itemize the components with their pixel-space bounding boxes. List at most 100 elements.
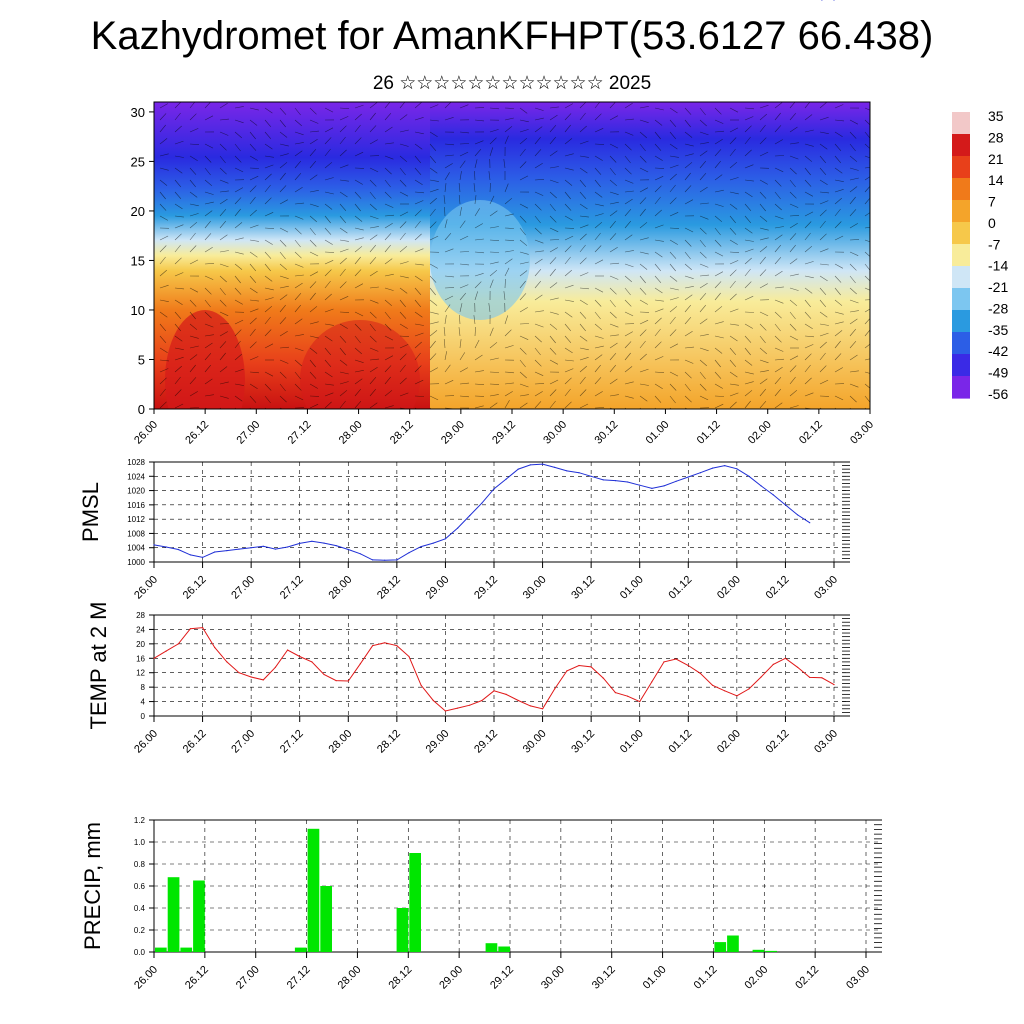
wind-barb: [369, 402, 378, 409]
wind-barb: [339, 311, 350, 313]
wind-barb: [774, 215, 784, 220]
wind-barb: [219, 234, 228, 241]
wind-barb: [234, 275, 241, 284]
wind-barb: [489, 195, 495, 205]
wind-barb: [429, 275, 437, 283]
wind-barb: [429, 104, 439, 109]
wind-barb: [189, 287, 199, 293]
wind-barb: [519, 270, 528, 277]
data-point: [214, 551, 216, 553]
precip-bar: [765, 950, 777, 952]
wind-barb: [504, 315, 509, 325]
wind-barb: [834, 340, 841, 349]
wind-barb: [354, 269, 362, 277]
wind-barb: [534, 258, 543, 265]
data-point: [469, 515, 471, 517]
wind-barb: [324, 347, 332, 356]
wind-barb: [399, 179, 407, 187]
wind-barb: [579, 272, 589, 277]
wind-barb: [519, 107, 528, 114]
wind-barb: [579, 323, 586, 332]
wind-barb: [534, 347, 541, 356]
wind-barb: [549, 257, 557, 265]
wind-barb: [639, 368, 649, 373]
x-tick-label: 01.00: [618, 574, 646, 602]
wind-barb: [549, 247, 558, 253]
wind-barb: [414, 233, 422, 241]
wind-barb: [849, 177, 859, 181]
wind-barb: [264, 227, 275, 229]
wind-barb: [339, 248, 349, 253]
wind-barb: [384, 355, 394, 361]
wind-barb: [429, 395, 439, 401]
wind-barb: [174, 112, 181, 121]
wind-barb: [579, 155, 589, 158]
data-point: [177, 643, 179, 645]
wind-barb: [834, 321, 844, 325]
wind-barb: [174, 347, 184, 350]
x-tick-label: 30.00: [539, 964, 567, 992]
y-tick-label: 0: [138, 402, 145, 417]
wind-barb: [849, 155, 858, 162]
wind-barb: [729, 293, 737, 301]
wind-barb: [399, 299, 406, 308]
wind-barb: [609, 143, 619, 149]
page-title: Kazhydromet for AmanKFHPT(53.6127 66.438…: [90, 14, 934, 58]
wind-barb: [504, 382, 514, 385]
wind-barb: [309, 292, 316, 301]
wind-barb: [579, 257, 587, 265]
wind-barb: [819, 200, 829, 205]
wind-barb: [564, 335, 572, 343]
wind-barb: [519, 402, 528, 409]
wind-barb: [639, 187, 649, 193]
wind-barb: [174, 215, 184, 218]
wind-barb: [519, 293, 527, 301]
wind-barb: [234, 106, 244, 109]
y-tick-label: 1020: [127, 487, 145, 496]
wind-barb: [864, 119, 870, 126]
wind-barb: [429, 179, 439, 182]
wind-barb: [309, 271, 319, 277]
wind-barb: [504, 107, 515, 109]
wind-barb: [579, 357, 589, 361]
wind-barb: [744, 347, 751, 356]
wind-barb: [249, 383, 258, 389]
wind-barb: [834, 167, 843, 174]
wind-barb: [504, 183, 509, 193]
wind-barb: [714, 271, 724, 277]
wind-barb: [684, 185, 692, 193]
wind-barb: [774, 358, 785, 361]
wind-barb: [819, 352, 826, 361]
wind-barb: [519, 215, 527, 223]
wind-barb: [579, 203, 588, 210]
wind-barb: [579, 335, 588, 342]
wind-barb: [189, 128, 199, 133]
wind-barb: [699, 304, 707, 313]
wind-barb: [669, 263, 676, 272]
wind-barb: [459, 171, 462, 181]
wind-barb: [444, 248, 454, 253]
wind-barb: [459, 303, 463, 313]
wind-barb: [699, 347, 709, 352]
wind-barb: [264, 164, 274, 169]
wind-barb: [384, 244, 391, 253]
wind-barb: [429, 235, 439, 241]
colorbar-label: 7: [988, 194, 996, 210]
wind-barb: [744, 268, 751, 277]
wind-barb: [564, 215, 573, 221]
x-tick-label: 27.00: [229, 574, 257, 602]
wind-barb: [714, 203, 724, 207]
wind-barb: [549, 227, 559, 233]
wind-barb: [339, 179, 349, 182]
y-tick-label: 20: [136, 640, 145, 649]
wind-barb: [549, 268, 556, 277]
wind-barb: [654, 176, 664, 181]
colorbar-segment: [952, 376, 970, 399]
wind-barb: [669, 306, 678, 313]
wind-barb: [384, 179, 391, 188]
wind-barb: [279, 119, 286, 128]
wind-barb: [849, 251, 859, 256]
wind-barb: [819, 365, 827, 373]
wind-barb: [339, 116, 349, 121]
data-point: [323, 673, 325, 676]
